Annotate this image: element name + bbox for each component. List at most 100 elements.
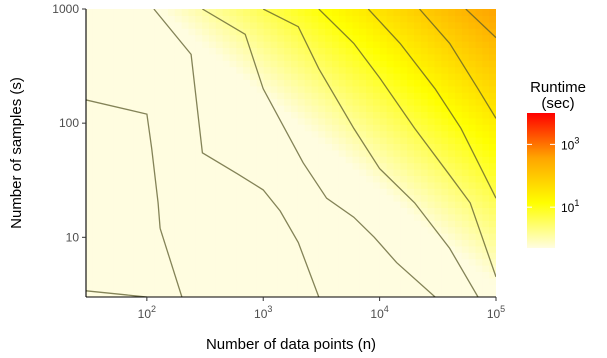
heatmap-cell xyxy=(154,117,162,125)
heatmap-cell xyxy=(366,66,374,74)
heatmap-cell xyxy=(147,258,155,266)
heatmap-cell xyxy=(256,21,265,29)
heatmap-cell xyxy=(489,277,496,285)
heatmap-cell xyxy=(420,207,429,215)
heatmap-cell xyxy=(359,156,367,164)
heatmap-cell xyxy=(318,149,326,157)
heatmap-cell xyxy=(414,201,422,208)
heatmap-cell xyxy=(325,85,333,93)
heatmap-cell xyxy=(140,284,149,292)
heatmap-cell xyxy=(304,277,313,285)
heatmap-cell xyxy=(195,137,203,144)
heatmap-cell xyxy=(304,271,313,279)
heatmap-cell xyxy=(120,41,128,48)
heatmap-cell xyxy=(161,21,169,29)
heatmap-cell xyxy=(215,28,224,36)
heatmap-cell xyxy=(359,207,367,215)
heatmap-cell xyxy=(291,53,299,61)
heatmap-cell xyxy=(297,252,306,260)
heatmap-cell xyxy=(414,98,422,106)
heatmap-cell xyxy=(475,130,483,138)
heatmap-cell xyxy=(113,117,121,125)
heatmap-cell xyxy=(168,105,176,112)
heatmap-cell xyxy=(99,105,108,112)
heatmap-cell xyxy=(202,277,210,285)
heatmap-cell xyxy=(236,143,244,151)
heatmap-cell xyxy=(140,162,149,170)
heatmap-cell xyxy=(106,92,114,100)
heatmap-cell xyxy=(338,41,347,48)
heatmap-cell xyxy=(434,239,442,247)
heatmap-cell xyxy=(195,239,203,247)
heatmap-cell xyxy=(222,137,231,144)
heatmap-cell xyxy=(263,226,272,234)
heatmap-cell xyxy=(359,111,367,119)
heatmap-cell xyxy=(222,85,231,93)
heatmap-cell xyxy=(263,233,272,240)
heatmap-cell xyxy=(427,265,436,272)
heatmap-cell xyxy=(222,181,231,189)
heatmap-cell xyxy=(475,188,483,196)
heatmap-cell xyxy=(86,258,94,266)
heatmap-cell xyxy=(311,79,319,87)
heatmap-cell xyxy=(304,130,313,138)
heatmap-cell xyxy=(127,130,135,138)
heatmap-cell xyxy=(345,73,354,80)
heatmap-cell xyxy=(427,207,436,215)
heatmap-cell xyxy=(92,284,101,292)
heatmap-cell xyxy=(352,41,360,48)
heatmap-cell xyxy=(161,149,169,157)
heatmap-cell xyxy=(318,60,326,68)
heatmap-cell xyxy=(304,181,313,189)
heatmap-cell xyxy=(168,220,176,228)
heatmap-cell xyxy=(86,124,94,132)
heatmap-cell xyxy=(455,34,463,42)
heatmap-cell xyxy=(311,201,319,208)
heatmap-cell xyxy=(168,258,176,266)
heatmap-cell xyxy=(236,265,244,272)
heatmap-cell xyxy=(229,213,237,221)
heatmap-cell xyxy=(99,194,108,202)
heatmap-cell xyxy=(140,290,149,297)
heatmap-cell xyxy=(325,162,333,170)
heatmap-cell xyxy=(256,85,265,93)
heatmap-cell xyxy=(106,9,114,16)
heatmap-cell xyxy=(448,162,456,170)
heatmap-cell xyxy=(318,79,326,87)
heatmap-cell xyxy=(86,105,94,112)
heatmap-cell xyxy=(291,220,299,228)
heatmap-cell xyxy=(250,220,258,228)
heatmap-cell xyxy=(86,284,94,292)
heatmap-cell xyxy=(489,111,496,119)
heatmap-cell xyxy=(304,47,313,55)
heatmap-cell xyxy=(86,143,94,151)
heatmap-cell xyxy=(133,271,142,279)
heatmap-cell xyxy=(461,34,470,42)
heatmap-cell xyxy=(181,28,190,36)
heatmap-cell xyxy=(468,271,477,279)
heatmap-cell xyxy=(236,207,244,215)
heatmap-cell xyxy=(489,92,496,100)
heatmap-cell xyxy=(400,85,408,93)
heatmap-cell xyxy=(325,258,333,266)
heatmap-cell xyxy=(147,226,155,234)
heatmap-cell xyxy=(441,233,449,240)
heatmap-cell xyxy=(489,239,496,247)
heatmap-cell xyxy=(229,53,237,61)
heatmap-cell xyxy=(263,47,272,55)
heatmap-cell xyxy=(434,34,442,42)
heatmap-cell xyxy=(222,265,231,272)
heatmap-cell xyxy=(174,149,183,157)
heatmap-cell xyxy=(455,111,463,119)
heatmap-cell xyxy=(414,143,422,151)
heatmap-cell xyxy=(297,181,306,189)
heatmap-cell xyxy=(154,188,162,196)
heatmap-cell xyxy=(291,66,299,74)
heatmap-cell xyxy=(263,277,272,285)
heatmap-cell xyxy=(291,252,299,260)
heatmap-cell xyxy=(284,175,292,183)
heatmap-cell xyxy=(250,252,258,260)
heatmap-cell xyxy=(345,124,354,132)
heatmap-cell xyxy=(250,143,258,151)
heatmap-cell xyxy=(441,213,449,221)
